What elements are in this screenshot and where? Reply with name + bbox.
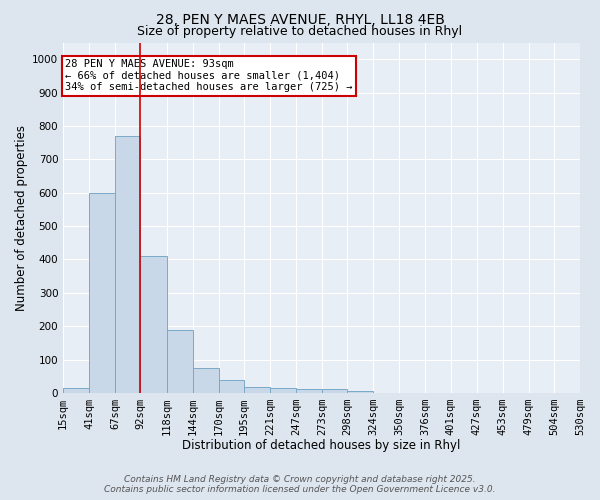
Bar bbox=[347, 392, 373, 393]
Bar bbox=[244, 387, 270, 393]
Bar bbox=[140, 256, 167, 393]
Y-axis label: Number of detached properties: Number of detached properties bbox=[15, 124, 28, 310]
Bar bbox=[63, 388, 89, 393]
Bar bbox=[167, 330, 193, 393]
Bar bbox=[193, 368, 219, 393]
Bar bbox=[89, 192, 115, 393]
Bar bbox=[296, 389, 322, 393]
X-axis label: Distribution of detached houses by size in Rhyl: Distribution of detached houses by size … bbox=[182, 440, 461, 452]
Text: Contains HM Land Registry data © Crown copyright and database right 2025.
Contai: Contains HM Land Registry data © Crown c… bbox=[104, 474, 496, 494]
Bar bbox=[322, 389, 347, 393]
Bar bbox=[270, 388, 296, 393]
Text: 28, PEN Y MAES AVENUE, RHYL, LL18 4EB: 28, PEN Y MAES AVENUE, RHYL, LL18 4EB bbox=[155, 12, 445, 26]
Text: Size of property relative to detached houses in Rhyl: Size of property relative to detached ho… bbox=[137, 24, 463, 38]
Bar bbox=[115, 136, 140, 393]
Bar bbox=[219, 380, 244, 393]
Text: 28 PEN Y MAES AVENUE: 93sqm
← 66% of detached houses are smaller (1,404)
34% of : 28 PEN Y MAES AVENUE: 93sqm ← 66% of det… bbox=[65, 59, 353, 92]
